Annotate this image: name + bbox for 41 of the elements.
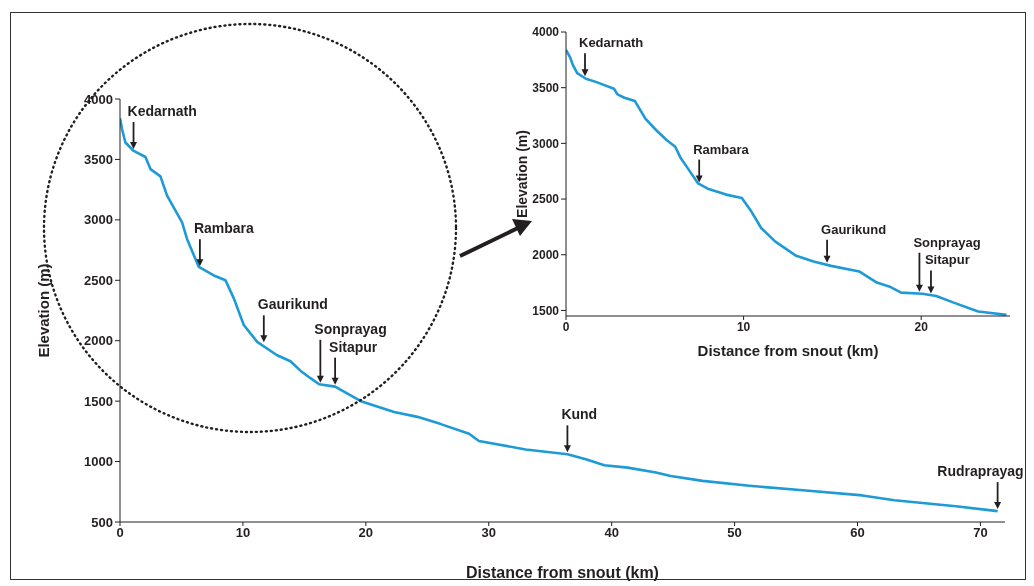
y-tick-label: 4000 bbox=[84, 91, 113, 107]
annotation: Gaurikund bbox=[257, 296, 328, 313]
annotation: Sonprayag bbox=[314, 320, 387, 337]
annotation: Rudraprayag bbox=[937, 463, 1024, 480]
y-tick-label: 500 bbox=[91, 514, 113, 530]
y-axis-title: Elevation (m) bbox=[35, 263, 53, 358]
x-tick-label: 20 bbox=[914, 319, 929, 334]
annotation: Gaurikund bbox=[821, 221, 887, 237]
y-tick-label: 2500 bbox=[532, 192, 560, 207]
annotation: Rambara bbox=[193, 220, 255, 237]
annotation: Sonprayag bbox=[913, 234, 981, 250]
annotation: Sitapur bbox=[924, 252, 970, 268]
y-tick-label: 4000 bbox=[532, 25, 560, 40]
y-tick-label: 1500 bbox=[532, 303, 560, 318]
y-tick-label: 3000 bbox=[532, 136, 560, 151]
x-axis-title: Distance from snout (km) bbox=[466, 564, 659, 581]
x-tick-label: 60 bbox=[850, 525, 865, 541]
x-tick-label: 20 bbox=[358, 525, 374, 541]
x-tick-label: 10 bbox=[736, 319, 751, 334]
x-tick-label: 30 bbox=[481, 525, 496, 541]
y-axis-title: Elevation (m) bbox=[513, 130, 530, 218]
y-tick-label: 1000 bbox=[84, 454, 113, 470]
annotation: Kund bbox=[561, 406, 598, 423]
y-tick-label: 3500 bbox=[84, 152, 113, 168]
x-tick-label: 50 bbox=[727, 525, 742, 541]
annotation: Sitapur bbox=[329, 338, 378, 355]
x-tick-label: 0 bbox=[116, 525, 124, 541]
y-tick-label: 3500 bbox=[532, 80, 560, 95]
x-tick-label: 70 bbox=[973, 525, 988, 541]
x-axis-title: Distance from snout (km) bbox=[697, 342, 879, 359]
y-tick-label: 2500 bbox=[84, 272, 113, 288]
y-tick-label: 2000 bbox=[84, 333, 113, 349]
annotation: Rambara bbox=[693, 141, 750, 157]
x-tick-label: 0 bbox=[562, 319, 570, 334]
x-tick-label: 10 bbox=[235, 525, 251, 541]
x-tick-label: 40 bbox=[604, 525, 619, 541]
annotation: Kedarnath bbox=[127, 102, 197, 119]
y-tick-label: 2000 bbox=[532, 248, 560, 263]
y-tick-label: 1500 bbox=[84, 393, 113, 409]
annotation: Kedarnath bbox=[579, 35, 644, 51]
y-tick-label: 3000 bbox=[84, 212, 113, 228]
